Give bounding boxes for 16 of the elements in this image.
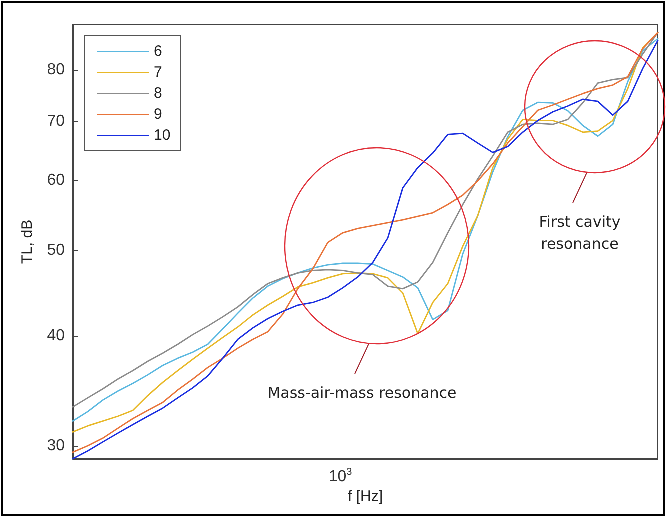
legend-label: 6 xyxy=(154,43,162,60)
annotation: Mass-air-mass resonance xyxy=(268,383,457,404)
annotation: First cavity resonance xyxy=(538,212,622,256)
legend-label: 9 xyxy=(154,106,162,123)
y-tick-label: 30 xyxy=(47,438,66,455)
y-tick-label: 80 xyxy=(47,62,66,79)
text: 10$^{3}$ xyxy=(328,467,352,486)
legend-label: 10 xyxy=(154,127,171,144)
y-tick-label: 40 xyxy=(47,327,66,344)
x-axis-title: f [Hz] xyxy=(348,488,384,505)
y-tick-label: 70 xyxy=(47,112,66,130)
legend-label: 7 xyxy=(154,64,162,81)
y-tick-label: 60 xyxy=(47,172,66,189)
y-axis-title: TL, dB xyxy=(19,220,36,264)
y-tick-label: 50 xyxy=(47,242,66,259)
legend-label: 8 xyxy=(154,85,162,102)
